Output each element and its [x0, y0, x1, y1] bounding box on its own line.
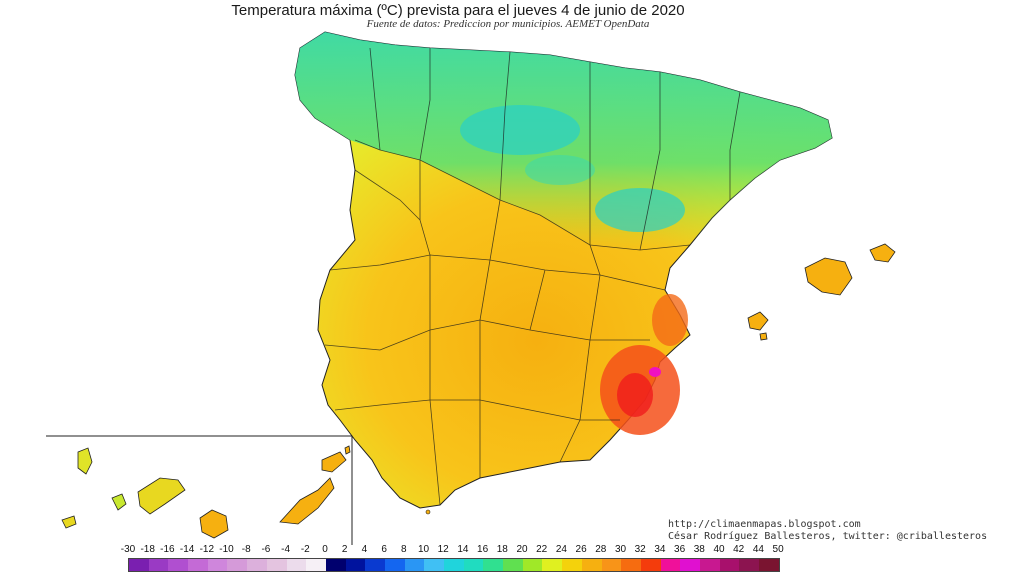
legend-swatch: [581, 559, 602, 571]
legend-label: 40: [713, 544, 725, 555]
legend-swatch: [601, 559, 622, 571]
alboran-islet: [425, 509, 431, 515]
legend-swatch: [483, 559, 504, 571]
legend-label: 20: [516, 544, 528, 555]
legend-label: -30: [120, 544, 136, 555]
legend-swatch: [188, 559, 208, 571]
legend-swatch: [306, 559, 326, 571]
legend-label: 6: [381, 544, 387, 555]
legend-label: 2: [341, 544, 348, 555]
legend-label: 14: [457, 544, 469, 555]
legend-label: 38: [693, 544, 705, 555]
map-title: Temperatura máxima (ºC) prevista para el…: [231, 2, 685, 19]
legend-swatch: [365, 559, 385, 571]
author-credit: César Rodríguez Ballesteros, twitter: @c…: [668, 531, 988, 542]
legend-label: -18: [140, 544, 155, 555]
legend-label: 22: [536, 544, 548, 555]
legend-swatch: [227, 559, 248, 571]
balearic-islands: [747, 243, 896, 341]
legend-swatch: [404, 559, 425, 571]
legend-label: 50: [772, 544, 784, 555]
legend-label: 12: [437, 544, 449, 555]
blog-credit: http://climaenmapas.blogspot.com: [668, 519, 861, 530]
legend-swatch: [247, 559, 267, 571]
legend-label: 34: [654, 544, 666, 555]
legend-swatch: [522, 559, 543, 571]
legend-swatch: [129, 559, 149, 571]
legend-swatch: [699, 559, 720, 571]
legend-label: 24: [555, 544, 567, 555]
legend-label: 36: [674, 544, 686, 555]
legend-swatch: [562, 559, 582, 571]
legend-swatch: [463, 559, 484, 571]
legend-swatch: [286, 559, 307, 571]
legend-label: 30: [614, 544, 627, 555]
legend-swatch: [207, 559, 228, 571]
legend-swatch: [424, 559, 444, 571]
legend-label: 8: [401, 544, 407, 555]
legend-label: 42: [733, 544, 745, 555]
legend-swatch: [168, 559, 189, 571]
legend-label: 0: [322, 544, 328, 555]
legend-swatch: [503, 559, 523, 571]
legend-swatch: [444, 559, 464, 571]
legend-label: 28: [595, 544, 607, 555]
legend-label: -10: [219, 544, 234, 555]
legend-label: -16: [160, 544, 175, 555]
legend-label: 18: [496, 544, 508, 555]
legend-swatch: [660, 559, 681, 571]
legend-swatch: [542, 559, 563, 571]
legend-swatch: [345, 559, 366, 571]
legend-swatch: [148, 559, 169, 571]
legend-swatch: [739, 559, 759, 571]
legend-label: 32: [634, 544, 646, 555]
canary-islands-inset: [46, 435, 353, 545]
legend-swatch: [719, 559, 740, 571]
legend-label: -6: [261, 544, 271, 555]
iberian-peninsula: [294, 31, 833, 509]
legend-label: 26: [575, 544, 587, 555]
map-subtitle: Fuente de datos: Prediccion por municipi…: [366, 18, 650, 30]
legend-swatch: [384, 559, 405, 571]
legend-label: 16: [477, 544, 489, 555]
legend-swatch: [759, 559, 779, 571]
legend-swatch: [266, 559, 287, 571]
legend-label: -4: [281, 544, 291, 555]
legend-label: 10: [417, 544, 430, 555]
legend-label: -14: [179, 544, 195, 555]
legend-swatch: [325, 559, 346, 571]
legend-labels: -30 -18 -16 -14 -12 -10 -8 -6 -4 -2 0 2 4 6 8 10 12 14 16 1…: [0, 544, 1024, 558]
legend-label: -12: [199, 544, 215, 555]
legend-label: -2: [300, 544, 310, 555]
legend-color-bar: [128, 558, 780, 572]
legend-label: 4: [361, 544, 368, 555]
legend-label: 44: [752, 544, 764, 555]
legend-swatch: [680, 559, 700, 571]
legend-label: -8: [241, 544, 251, 555]
legend-swatch: [640, 559, 661, 571]
legend-swatch: [621, 559, 641, 571]
